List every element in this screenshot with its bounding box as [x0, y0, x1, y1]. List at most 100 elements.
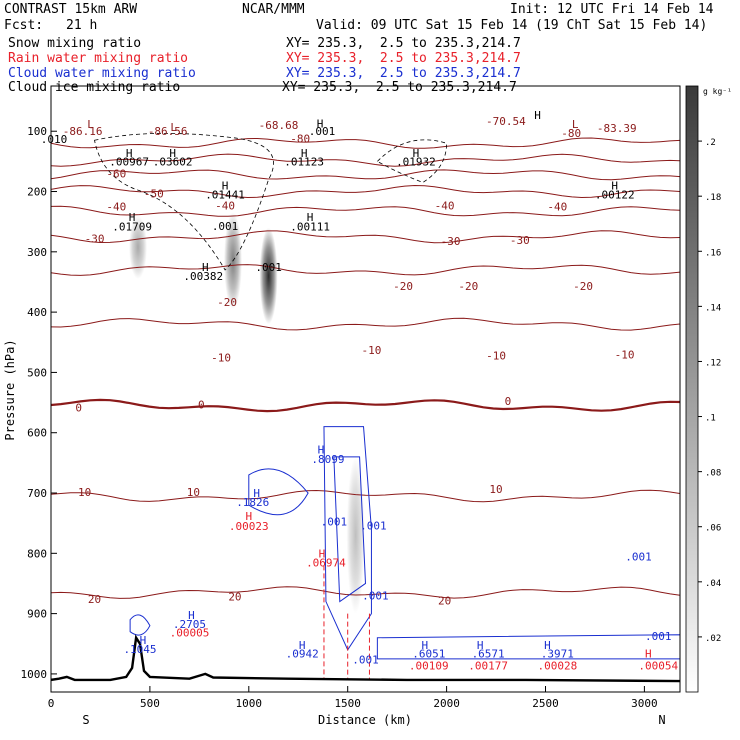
extremum-label: .00109	[409, 659, 449, 672]
x-tick-label: 3000	[631, 697, 658, 710]
field-cloudwater-name: Cloud water mixing ratio	[8, 66, 196, 81]
x-end-south: S	[82, 713, 89, 727]
colorbar-tick-label: .12	[705, 358, 721, 368]
colorbar	[685, 85, 699, 693]
init-time: Init: 12 UTC Fri 14 Feb 14	[510, 2, 714, 17]
extremum-label: .00122	[595, 189, 635, 202]
forecast-label: Fcst:	[4, 18, 44, 33]
extremum-label: .001	[212, 220, 239, 233]
extremum-label: .01441	[205, 189, 245, 202]
temperature-label: -30	[510, 234, 530, 247]
temperature-label: -80	[561, 127, 581, 140]
x-tick-label: 2000	[433, 697, 460, 710]
extremum-label: .00054	[638, 659, 678, 672]
extremum-label: L	[170, 121, 177, 134]
extremum-label: .2705	[173, 618, 206, 631]
extremum-label: .001	[625, 550, 652, 563]
temperature-label: -10	[361, 344, 381, 357]
y-tick-label: 400	[27, 306, 47, 319]
x-tick-label: 500	[140, 697, 160, 710]
field-rain-name: Rain water mixing ratio	[8, 51, 189, 66]
extremum-label: .03602	[153, 155, 193, 168]
extremum-label: H	[253, 487, 260, 500]
temperature-label: 10	[78, 486, 91, 499]
extremum-label: .001	[352, 653, 379, 666]
extremum-label: H	[477, 639, 484, 652]
temperature-label: 20	[88, 593, 101, 606]
extremum-label: .01932	[396, 155, 436, 168]
temperature-label: -10	[615, 348, 635, 361]
extremum-label: L	[572, 118, 579, 131]
forecast-hour: 21 h	[66, 18, 98, 33]
y-tick-label: 1000	[21, 668, 48, 681]
extremum-label: .00028	[537, 659, 577, 672]
extremum-label: .001	[255, 261, 282, 274]
y-tick-label: 900	[27, 608, 47, 621]
extremum-label: H	[140, 634, 147, 647]
cloud-water-contour	[129, 614, 151, 636]
temperature-contour	[51, 398, 680, 413]
extremum-label: H	[318, 444, 325, 457]
extremum-label: H	[301, 147, 308, 160]
extremum-label: .01123	[284, 155, 324, 168]
temperature-label: 20	[228, 591, 241, 604]
extremum-label: H	[245, 510, 252, 523]
field-rain-xy: XY= 235.3, 2.5 to 235.3,214.7	[286, 51, 521, 66]
cloud-water-contour	[376, 634, 680, 660]
extremum-label: .06974	[306, 556, 346, 569]
extremum-label: .00382	[183, 270, 223, 283]
colorbar-tick-label: .08	[705, 469, 721, 479]
cloud-ice-contour	[376, 139, 447, 183]
extremum-label: H	[307, 211, 314, 224]
plot-frame	[50, 85, 681, 693]
temperature-contour	[51, 264, 680, 276]
field-cloudice-name: Cloud ice mixing ratio	[8, 80, 181, 95]
extremum-label: .3971	[541, 647, 574, 660]
colorbar-tick-label: .04	[705, 579, 721, 589]
x-end-north: N	[658, 713, 665, 727]
extremum-label: .8099	[311, 453, 344, 466]
extremum-label: .00005	[170, 626, 210, 639]
colorbar-tick-label: .14	[705, 303, 721, 313]
temperature-label: 0	[198, 398, 205, 411]
field-snow-xy: XY= 235.3, 2.5 to 235.3,214.7	[286, 36, 521, 51]
temperature-label: -20	[217, 296, 237, 309]
temperature-label: -60	[106, 167, 126, 180]
extremum-label: .1045	[123, 643, 156, 656]
extremum-label: H	[317, 117, 324, 130]
center-label: NCAR/MMM	[242, 2, 305, 17]
temperature-label: -68.68	[259, 119, 299, 132]
y-tick-label: 600	[27, 427, 47, 440]
cloud-water-contour	[333, 456, 367, 603]
x-tick-label: 2500	[532, 697, 559, 710]
extremum-label: H	[422, 639, 429, 652]
temperature-contour	[51, 169, 680, 181]
extremum-label: .001	[360, 520, 387, 533]
y-tick-label: 300	[27, 246, 47, 259]
temperature-label: -30	[441, 235, 461, 248]
snow-column	[259, 227, 278, 325]
temperature-contour	[51, 586, 680, 599]
y-tick-label: 500	[27, 366, 47, 379]
temperature-label: -86.16	[63, 125, 103, 138]
colorbar-tick-label: .06	[705, 524, 721, 534]
extremum-label: H	[126, 147, 133, 160]
y-tick-label: 200	[27, 186, 47, 199]
extremum-label: .1826	[236, 496, 269, 509]
temperature-contour	[51, 205, 680, 217]
y-tick-label: 800	[27, 547, 47, 560]
extremum-label: H	[202, 261, 209, 274]
temperature-label: -30	[85, 233, 105, 246]
x-tick-label: 1000	[236, 697, 263, 710]
temperature-label: -83.39	[597, 122, 637, 135]
temperature-contour	[51, 317, 680, 331]
temperature-contour	[51, 137, 680, 149]
extremum-label: .001	[645, 630, 672, 643]
extremum-label: .6051	[412, 647, 445, 660]
temperature-label: 10	[187, 486, 200, 499]
field-cloudice-xy: XY= 235.3, 2.5 to 235.3,214.7	[282, 80, 517, 95]
temperature-label: -80	[290, 132, 310, 145]
temperature-label: -10	[486, 350, 506, 363]
extremum-label: .00023	[229, 520, 269, 533]
temperature-label: -10	[211, 351, 231, 364]
